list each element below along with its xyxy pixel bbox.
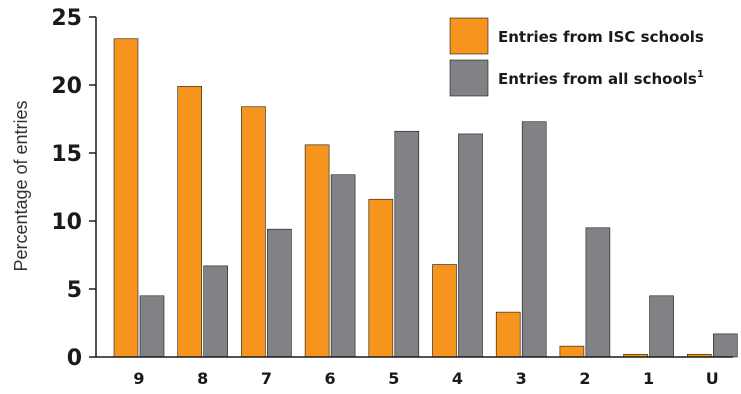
bar-isc-2: [559, 345, 585, 358]
legend-label-isc: Entries from ISC schools: [498, 28, 704, 46]
x-tick-label: U: [706, 369, 719, 388]
x-tick-label: 5: [388, 369, 399, 388]
x-tick-label: 2: [579, 369, 590, 388]
x-tick-label: 1: [643, 369, 654, 388]
x-axis-tick-labels: 9 8 7 6 5 4 3 2 1 U: [133, 369, 718, 388]
y-tick-label: 15: [51, 142, 82, 167]
bar-all-schools-8: [203, 265, 228, 358]
x-tick-label: 4: [452, 369, 463, 388]
bar-all-schools-4: [458, 133, 483, 358]
bar-all-schools-7: [267, 228, 292, 358]
legend: Entries from ISC schools Entries from al…: [449, 17, 704, 97]
x-tick-label: 3: [516, 369, 527, 388]
legend-footnote-marker: 1: [697, 69, 704, 80]
legend-label-all-schools: Entries from all schools1: [498, 69, 704, 88]
bar-all-schools-3: [521, 121, 547, 358]
x-tick-label: 9: [133, 369, 144, 388]
bars: [113, 38, 738, 358]
x-tick-label: 8: [197, 369, 208, 388]
bar-isc-5: [368, 198, 394, 358]
y-axis-label: Percentage of entries: [11, 100, 31, 271]
bar-isc-7: [241, 106, 266, 358]
y-axis-ticks: 0 5 10 15 20 25: [51, 6, 96, 371]
legend-swatch-all-schools: [449, 59, 489, 97]
bar-isc-6: [304, 144, 330, 358]
y-tick-label: 5: [67, 278, 82, 303]
y-tick-label: 10: [51, 210, 82, 235]
y-tick-label: 20: [51, 74, 82, 99]
bar-all-schools-U: [712, 333, 738, 358]
bar-all-schools-1: [649, 295, 674, 358]
x-tick-label: 7: [261, 369, 272, 388]
bar-all-schools-2: [585, 227, 611, 358]
x-tick-label: 6: [325, 369, 336, 388]
bar-isc-8: [177, 86, 202, 358]
bar-all-schools-5: [394, 130, 420, 358]
legend-swatch-isc: [449, 17, 489, 55]
y-tick-label: 0: [67, 346, 82, 371]
bar-isc-9: [113, 38, 139, 358]
bar-all-schools-6: [330, 174, 356, 358]
bar-isc-3: [495, 311, 521, 358]
bar-isc-4: [432, 264, 457, 358]
bar-all-schools-9: [139, 295, 165, 358]
y-tick-label: 25: [51, 6, 82, 31]
